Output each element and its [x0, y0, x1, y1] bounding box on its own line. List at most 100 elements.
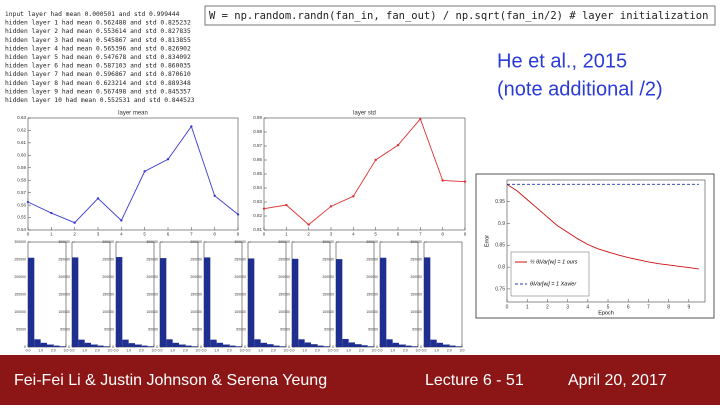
y-tick-label: 200000	[58, 275, 70, 279]
line	[27, 125, 239, 224]
log-line: hidden layer 10 had mean 0.552531 and st…	[5, 97, 195, 104]
bar	[40, 342, 47, 347]
y-tick-label: 150000	[14, 292, 26, 296]
bar	[279, 346, 286, 347]
y-tick-label: 0.61	[17, 140, 26, 145]
y-tick-label: 150000	[146, 292, 158, 296]
point	[374, 158, 377, 162]
bar	[405, 345, 412, 347]
x-tick-label: 6	[167, 232, 170, 237]
line	[263, 118, 466, 226]
y-tick-label: 0.85	[495, 243, 505, 249]
x-tick-label: 2.0	[359, 348, 364, 352]
citation: (note additional /2)	[497, 78, 663, 100]
x-tick-label: 8	[441, 232, 444, 237]
bar	[204, 257, 211, 347]
y-tick-label: 0.85	[253, 171, 262, 176]
bar	[443, 344, 450, 347]
bar	[392, 342, 399, 347]
bar	[411, 346, 418, 347]
y-tick-label: 250000	[102, 257, 114, 261]
x-tick-label: 3.0	[240, 348, 245, 352]
x-tick-label: 0.0	[378, 348, 383, 352]
x-tick-label: 1.0	[258, 348, 263, 352]
code: W = np.random.randn(fan_in, fan_out) / n…	[209, 10, 708, 22]
footer-band	[0, 355, 720, 405]
bar	[267, 344, 274, 347]
y-tick-label: 150000	[278, 292, 290, 296]
x-tick-label: 6	[397, 232, 400, 237]
y-tick-label: 250000	[410, 257, 422, 261]
y-tick-label: 250000	[14, 257, 26, 261]
x-tick-label: 0.0	[202, 348, 207, 352]
y-tick-label: 200000	[102, 275, 114, 279]
y-tick-label: 200000	[366, 275, 378, 279]
footer-authors: Fei-Fei Li & Justin Johnson & Serena Yeu…	[14, 372, 327, 389]
y-tick-label: 50000	[148, 327, 158, 331]
bar	[28, 257, 35, 347]
y-tick-label: 300000	[146, 240, 158, 244]
x-tick-label: 5	[143, 232, 146, 237]
y-tick-label: 0	[68, 345, 70, 349]
x-tick-label: 4	[120, 232, 123, 237]
y-tick-label: 250000	[146, 257, 158, 261]
bar	[166, 339, 173, 347]
y-tick-label: 0.9	[498, 221, 505, 227]
y-tick-label: 0.87	[253, 143, 262, 148]
y-tick-label: 200000	[278, 275, 290, 279]
bar	[336, 259, 343, 347]
y-tick-label: 100000	[278, 310, 290, 314]
bar	[103, 346, 110, 347]
y-tick-label: 150000	[102, 292, 114, 296]
bar	[59, 346, 66, 347]
x-tick-label: 3.0	[108, 348, 113, 352]
x-tick-label: 0.0	[422, 348, 427, 352]
y-tick-label: 0.60	[17, 153, 26, 158]
bar	[367, 346, 374, 347]
bar	[298, 339, 305, 347]
bar	[97, 345, 104, 347]
y-tick-label: 100000	[234, 310, 246, 314]
bar	[304, 342, 311, 347]
x-tick-label: 2.0	[403, 348, 408, 352]
point	[26, 200, 30, 204]
y-tick-label: 250000	[190, 257, 202, 261]
bar	[78, 339, 85, 347]
x-tick-label: 0.0	[290, 348, 295, 352]
x-tick-label: 5	[374, 232, 377, 237]
y-tick-label: 0.86	[253, 157, 262, 162]
bar	[53, 345, 60, 347]
y-tick-label: 150000	[322, 292, 334, 296]
log-line: hidden layer 1 had mean 0.562488 and std…	[5, 20, 191, 27]
bar	[436, 342, 443, 347]
x-tick-label: 4	[352, 232, 355, 237]
y-tick-label: 0.88	[253, 129, 262, 134]
x-tick-label: 2.0	[447, 348, 452, 352]
bar	[292, 258, 299, 347]
log-line: hidden layer 8 had mean 0.623214 and std…	[5, 80, 191, 87]
bar	[260, 342, 267, 347]
x-tick-label: 2.0	[271, 348, 276, 352]
log-line: hidden layer 4 had mean 0.565396 and std…	[5, 45, 191, 52]
y-tick-label: 300000	[366, 240, 378, 244]
point	[190, 125, 193, 128]
chart-title: layer std	[353, 111, 376, 117]
x-tick-label: 1.0	[434, 348, 439, 352]
x-tick-label: 2.0	[139, 348, 144, 352]
x-tick-label: 9	[237, 232, 240, 237]
x-tick-label: 3.0	[372, 348, 377, 352]
bar	[172, 342, 179, 347]
y-tick-label: 100000	[58, 310, 70, 314]
x-tick-label: 1.0	[82, 348, 87, 352]
x-tick-label: 1	[50, 232, 53, 237]
bar	[399, 344, 406, 347]
y-tick-label: 150000	[366, 292, 378, 296]
x-tick-label: 1.0	[390, 348, 395, 352]
y-tick-label: 50000	[60, 327, 70, 331]
citation: He et al., 2015	[497, 50, 627, 72]
y-tick-label: 50000	[280, 327, 290, 331]
code-box	[204, 5, 716, 26]
y-tick-label: 50000	[192, 327, 202, 331]
plot-frame	[263, 117, 466, 231]
y-tick-label: 200000	[234, 275, 246, 279]
